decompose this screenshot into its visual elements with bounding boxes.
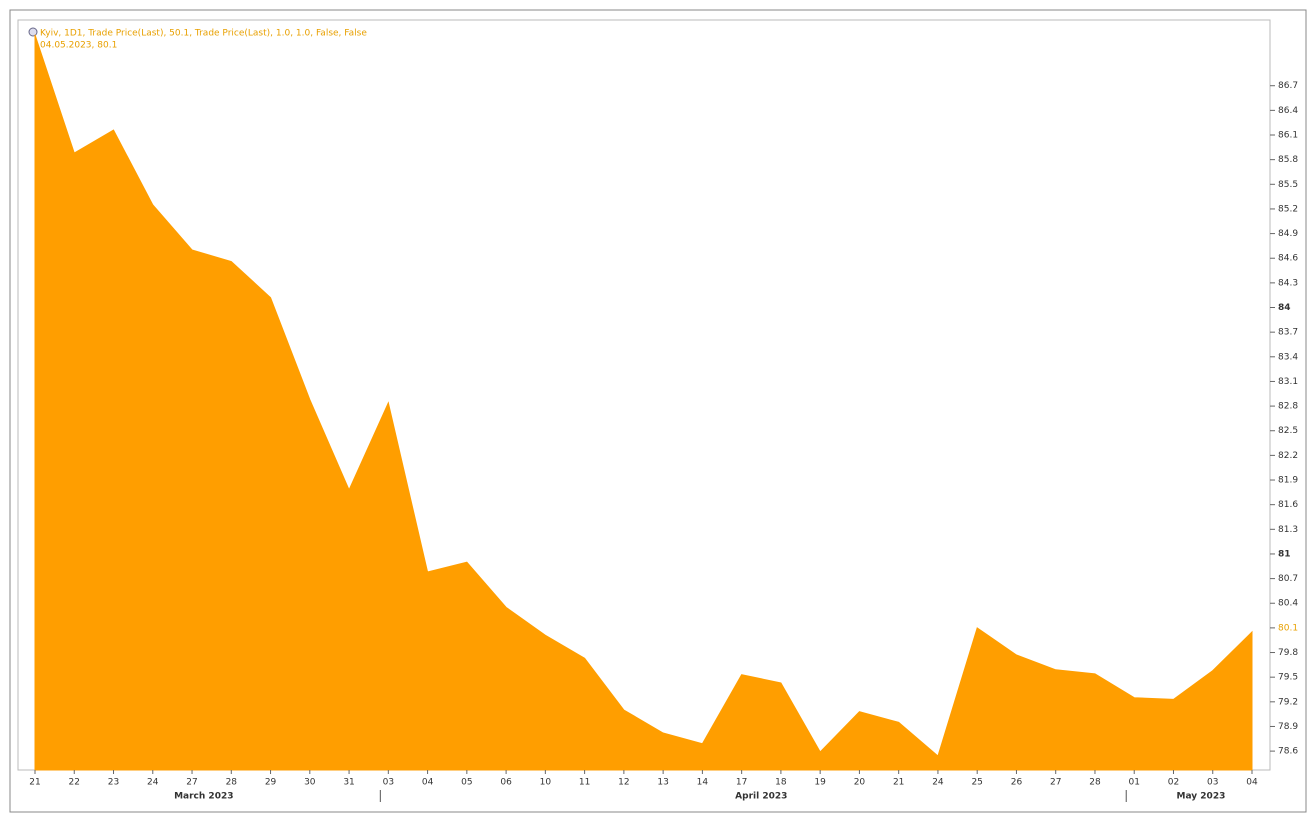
x-tick-label: 04 <box>422 778 434 788</box>
area <box>34 34 1253 771</box>
y-tick-label: 81.9 <box>1278 476 1298 486</box>
x-tick-label: 04 <box>1246 778 1258 788</box>
y-tick-label: 81.6 <box>1278 500 1298 510</box>
x-tick-label: 03 <box>1207 778 1218 788</box>
x-tick-label: 06 <box>500 778 512 788</box>
legend-icon <box>28 27 38 37</box>
x-tick-label: 11 <box>579 778 590 788</box>
month-label: March 2023 <box>174 792 233 802</box>
x-tick-label: 25 <box>971 778 982 788</box>
x-tick-label: 29 <box>265 778 277 788</box>
x-tick-label: 27 <box>1050 778 1061 788</box>
y-tick-label: 81.3 <box>1278 525 1298 535</box>
y-tick-label: 78.6 <box>1278 747 1298 757</box>
y-tick-label: 85.5 <box>1278 180 1298 190</box>
y-tick-label: 83.4 <box>1278 352 1298 362</box>
x-tick-label: 17 <box>736 778 747 788</box>
y-tick-label: 79.2 <box>1278 697 1298 707</box>
x-tick-label: 02 <box>1168 778 1179 788</box>
x-tick-label: 01 <box>1128 778 1139 788</box>
x-tick-label: 31 <box>343 778 354 788</box>
y-tick-label: 86.7 <box>1278 81 1298 91</box>
x-tick-label: 12 <box>618 778 629 788</box>
y-tick-label: 82.5 <box>1278 426 1298 436</box>
x-tick-label: 13 <box>657 778 668 788</box>
y-tick-label: 80.1 <box>1278 623 1298 633</box>
y-tick-label: 80.4 <box>1278 599 1298 609</box>
x-tick-label: 26 <box>1011 778 1023 788</box>
y-tick-label: 86.4 <box>1278 106 1298 116</box>
x-tick-label: 21 <box>29 778 40 788</box>
y-tick-label: 84 <box>1278 303 1291 313</box>
month-label: May 2023 <box>1177 792 1226 802</box>
y-tick-label: 80.7 <box>1278 574 1298 584</box>
y-tick-label: 83.7 <box>1278 328 1298 338</box>
x-tick-label: 23 <box>108 778 119 788</box>
y-tick-label: 82.2 <box>1278 451 1298 461</box>
y-tick-label: 79.8 <box>1278 648 1298 658</box>
y-tick-label: 79.5 <box>1278 673 1298 683</box>
y-tick-label: 78.9 <box>1278 722 1298 732</box>
x-tick-label: 27 <box>186 778 197 788</box>
y-tick-label: 85.2 <box>1278 204 1298 214</box>
x-tick-label: 28 <box>226 778 238 788</box>
x-tick-label: 05 <box>461 778 472 788</box>
month-label: April 2023 <box>735 792 787 802</box>
y-tick-label: 81 <box>1278 549 1291 559</box>
x-tick-label: 24 <box>932 778 944 788</box>
y-tick-label: 82.8 <box>1278 402 1298 412</box>
x-tick-label: 22 <box>69 778 80 788</box>
x-tick-label: 24 <box>147 778 159 788</box>
y-tick-label: 83.1 <box>1278 377 1298 387</box>
x-tick-label: 30 <box>304 778 316 788</box>
x-tick-label: 20 <box>854 778 866 788</box>
x-tick-label: 18 <box>775 778 787 788</box>
y-tick-label: 84.6 <box>1278 254 1298 264</box>
y-tick-label: 86.1 <box>1278 131 1298 141</box>
legend-line: 04.05.2023, 80.1 <box>40 41 117 51</box>
legend-line: Kyiv, 1D1, Trade Price(Last), 50.1, Trad… <box>40 29 367 39</box>
x-tick-label: 21 <box>893 778 904 788</box>
x-tick-label: 19 <box>814 778 826 788</box>
y-tick-label: 85.8 <box>1278 155 1298 165</box>
x-tick-label: 14 <box>697 778 709 788</box>
x-tick-label: 10 <box>540 778 552 788</box>
y-tick-label: 84.9 <box>1278 229 1298 239</box>
x-tick-label: 28 <box>1089 778 1101 788</box>
x-tick-label: 03 <box>383 778 394 788</box>
y-tick-label: 84.3 <box>1278 278 1298 288</box>
